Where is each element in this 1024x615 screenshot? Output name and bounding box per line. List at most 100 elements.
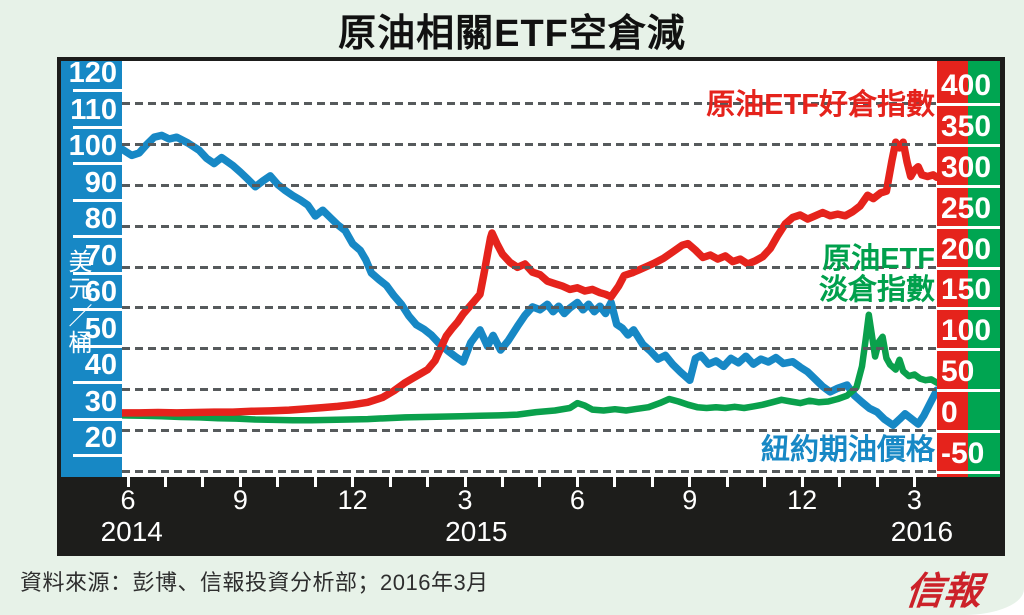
brand-logo: 信報 <box>903 571 984 613</box>
left-axis-tick-label: 40 <box>84 349 117 381</box>
left-axis-tick-label: 20 <box>84 422 117 454</box>
x-axis: 6 9 12 3 6 9 12 3 2014 2015 2016 <box>61 477 1000 552</box>
month-tick <box>725 477 729 487</box>
month-label: 6 <box>120 485 136 515</box>
month-tick <box>688 477 692 487</box>
left-axis-tick-label: 80 <box>84 203 117 235</box>
right-axis-tick-line <box>937 348 1000 352</box>
right-axis-tick-label: 150 <box>941 273 992 307</box>
series-label-long-index: 原油ETF好倉指數 <box>706 89 935 121</box>
month-label: 12 <box>337 485 368 515</box>
right-axis-tick-line <box>937 430 1000 434</box>
right-axis-tick-line <box>937 471 1000 474</box>
right-axis-tick-line <box>937 389 1000 393</box>
gridline <box>122 306 937 310</box>
right-axis-tick-line <box>937 143 1000 147</box>
year-label: 2014 <box>100 516 163 547</box>
right-axis-tick-line <box>937 307 1000 311</box>
gridline <box>122 265 937 269</box>
month-label: 9 <box>232 485 248 515</box>
right-axis-tick-label: 250 <box>941 191 992 225</box>
left-axis-tick-line <box>73 344 122 348</box>
series-label-wti-price: 紐約期油價格 <box>760 434 935 466</box>
gridline <box>122 388 937 392</box>
left-axis-tick-line <box>73 308 122 311</box>
page-title: 原油相關ETF空倉減 <box>338 13 686 55</box>
left-axis-tick-label: 50 <box>84 312 117 345</box>
month-tick <box>838 477 842 487</box>
left-axis-tick-line <box>73 198 122 202</box>
right-axis-tick-label: 100 <box>941 314 992 348</box>
right-axis-tick-line <box>937 102 1000 106</box>
month-tick <box>276 477 280 487</box>
gridline <box>122 142 937 146</box>
plot-area: 原油ETF好倉指數 原油ETF 淡倉指數 紐約期油價格 <box>122 61 937 477</box>
left-axis-tick-label: 100 <box>68 130 117 162</box>
gridline <box>122 183 937 187</box>
month-tick <box>463 477 467 487</box>
month-tick <box>351 477 355 487</box>
gridline <box>122 224 937 228</box>
left-axis-tick-label: 70 <box>84 239 117 272</box>
month-tick <box>912 477 916 487</box>
chart-frame: 美元／桶 120 110 100 90 80 70 60 50 40 30 20 原油ETF好倉指數… <box>57 57 1005 556</box>
left-axis-tick-label: 120 <box>68 57 117 89</box>
right-axis-tick-line <box>937 266 1000 270</box>
right-axis: 400 350 300 250 200 150 100 50 0 -50 <box>937 61 1000 477</box>
month-tick <box>650 477 654 487</box>
month-tick <box>313 477 317 487</box>
series-line <box>122 311 937 424</box>
left-axis-unit-label: 美元／桶 <box>64 249 91 357</box>
month-label: 6 <box>569 485 585 515</box>
left-axis-tick-line <box>73 235 122 238</box>
month-tick <box>426 477 430 487</box>
right-axis-tick-label: -50 <box>941 437 985 470</box>
series-label-short-line1: 原油ETF <box>822 243 935 275</box>
gridline <box>122 470 937 473</box>
year-label: 2015 <box>445 516 508 547</box>
left-axis-tick-line <box>73 162 122 165</box>
month-tick <box>126 477 130 487</box>
month-tick <box>538 477 542 487</box>
right-axis-tick-label: 300 <box>941 150 992 184</box>
right-axis-tick-label: 350 <box>941 109 992 143</box>
month-tick <box>388 477 392 487</box>
left-axis: 美元／桶 120 110 100 90 80 70 60 50 40 30 20 <box>61 57 122 477</box>
gridline <box>122 347 937 351</box>
left-axis-tick-line <box>73 454 122 457</box>
month-tick <box>575 477 579 487</box>
left-axis-tick-label: 90 <box>84 166 117 199</box>
left-axis-tick-line <box>73 271 122 275</box>
right-axis-tick-label: 0 <box>941 396 958 430</box>
left-axis-tick-line <box>73 381 122 384</box>
left-axis-tick-label: 60 <box>84 276 117 308</box>
month-tick <box>800 477 804 487</box>
gridline <box>122 101 937 105</box>
month-label: 12 <box>787 485 818 515</box>
series-label-short-line2: 淡倉指數 <box>818 274 935 306</box>
right-axis-tick-label: 200 <box>941 232 992 266</box>
month-tick <box>238 477 242 487</box>
year-label: 2016 <box>890 516 954 547</box>
gridline <box>122 429 937 433</box>
month-tick <box>875 477 879 487</box>
line-chart <box>122 131 937 429</box>
month-label: 9 <box>682 485 698 515</box>
month-tick <box>613 477 617 487</box>
month-tick <box>501 477 504 487</box>
left-axis-tick-label: 30 <box>84 385 117 418</box>
month-label: 3 <box>906 485 922 515</box>
right-axis-tick-line <box>937 225 1000 229</box>
series-label-short-index: 原油ETF 淡倉指數 <box>819 244 935 306</box>
month-tick <box>163 477 167 487</box>
right-axis-tick-label: 50 <box>941 355 975 389</box>
series-line <box>122 131 937 429</box>
left-axis-tick-line <box>73 125 122 129</box>
month-label: 3 <box>457 485 473 515</box>
source-note: 資料來源：彭博、信報投資分析部；2016年3月 <box>20 570 489 595</box>
right-axis-tick-label: 400 <box>941 68 992 102</box>
month-tick <box>201 477 205 487</box>
left-axis-tick-line <box>73 417 122 421</box>
right-axis-tick-line <box>937 184 1000 188</box>
